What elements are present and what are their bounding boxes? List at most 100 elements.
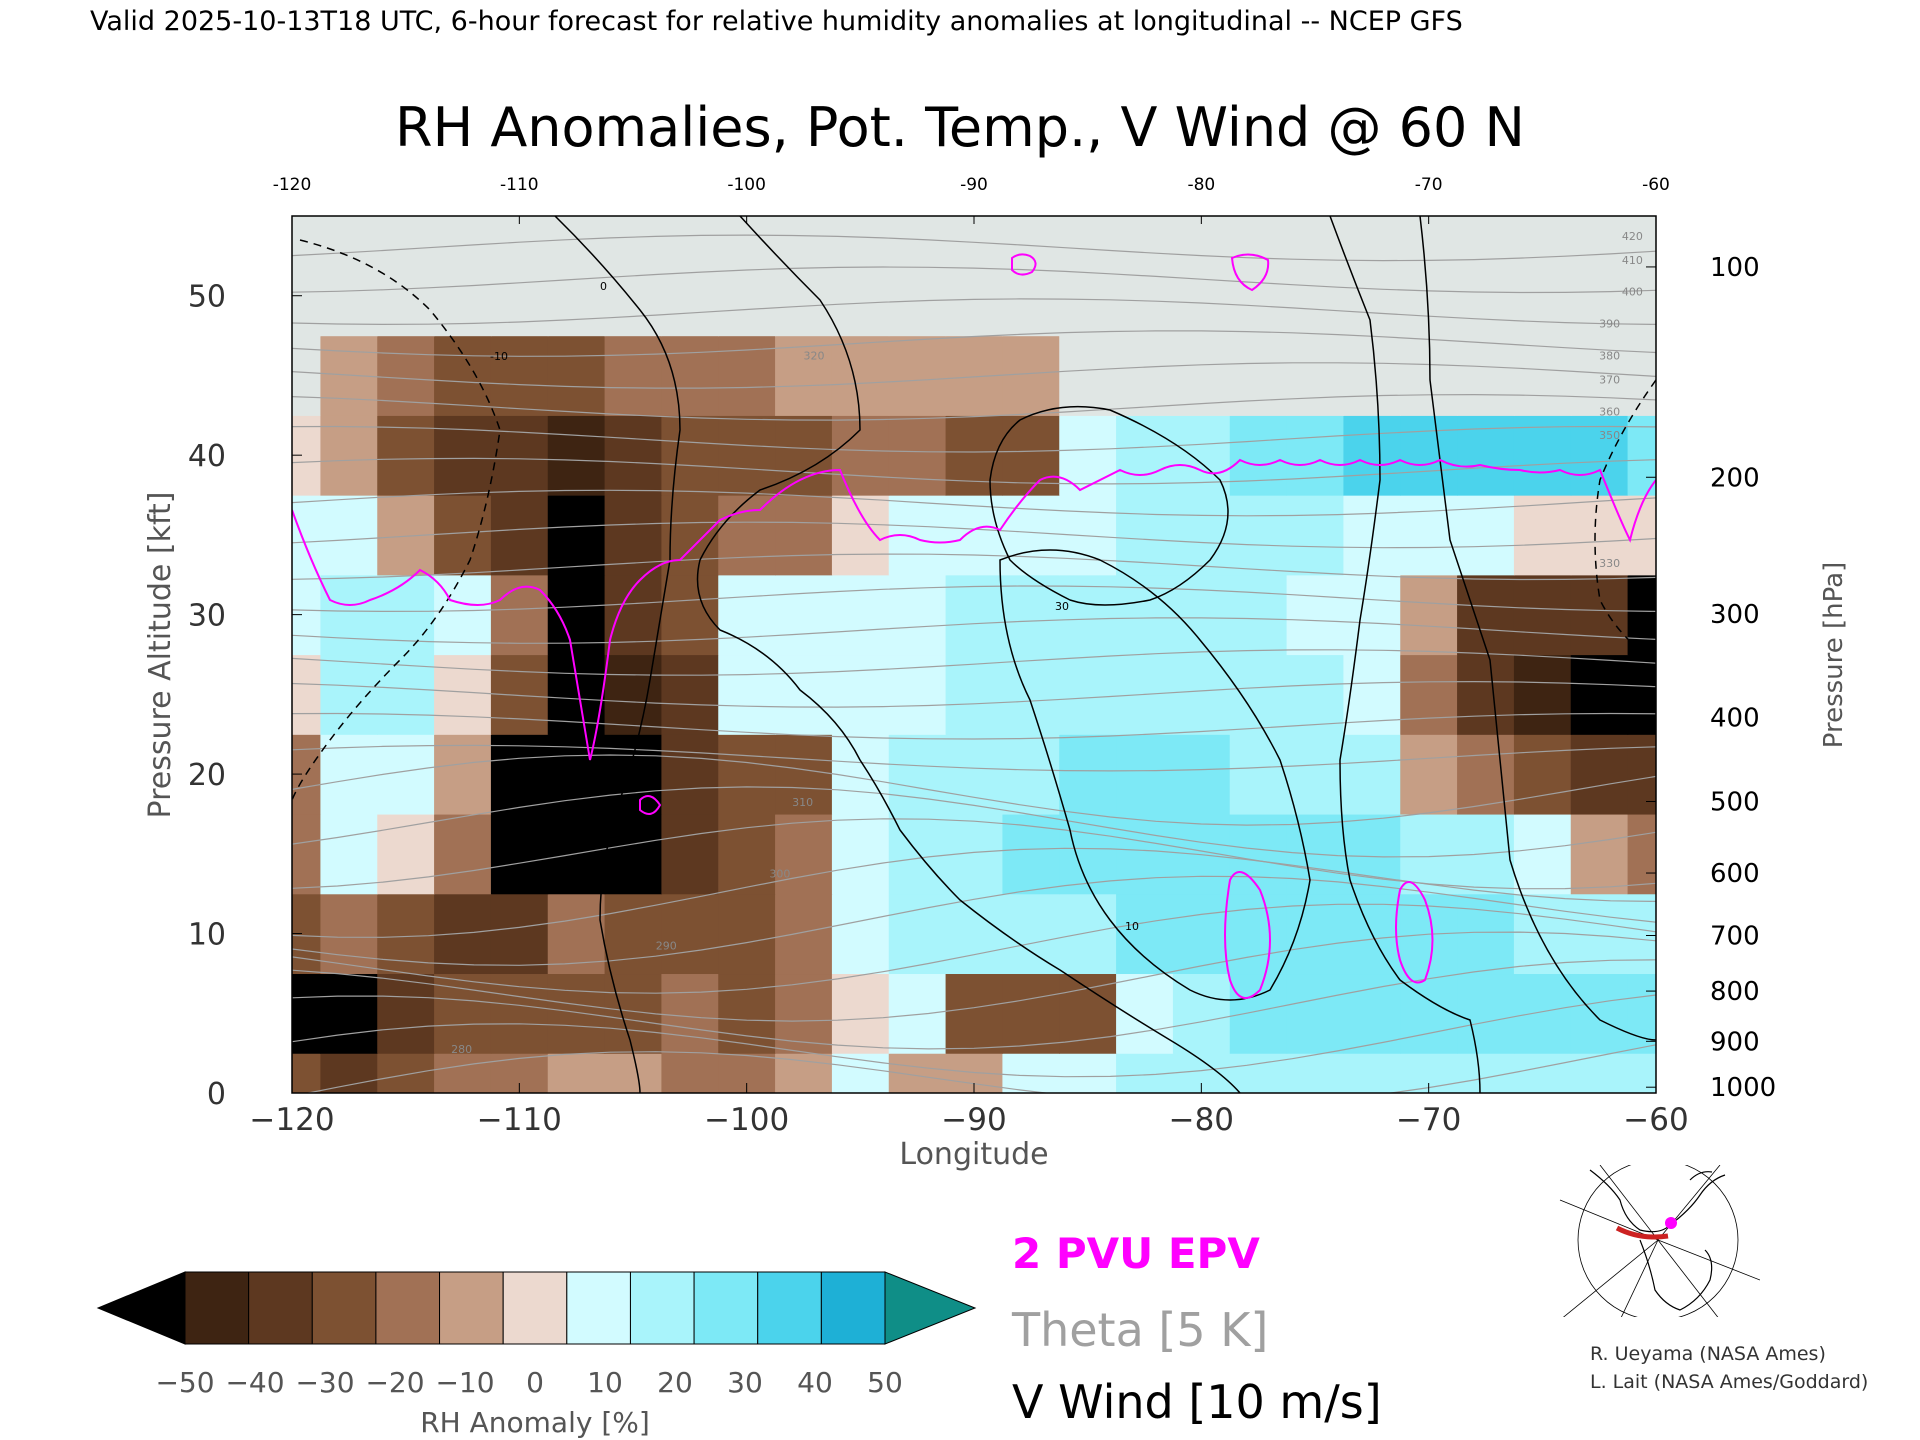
map-graticule-ring-inner <box>1577 1165 1739 1317</box>
heatmap-cell <box>718 654 776 735</box>
heatmap-cell <box>945 574 1004 656</box>
heatmap-cell <box>292 216 322 257</box>
heatmap-cell <box>1116 335 1174 416</box>
heatmap-cell <box>775 574 833 656</box>
y-tick-label: 40 <box>188 439 226 474</box>
wind-contour-negative-east <box>1594 379 1656 661</box>
heatmap-cell <box>888 415 947 496</box>
heatmap-cell <box>1172 973 1231 1054</box>
heatmap-cell <box>1286 415 1345 496</box>
heatmap-cell <box>320 574 378 656</box>
heatmap-cell <box>1343 813 1401 895</box>
heatmap-cell <box>292 973 322 1054</box>
y-tick-label: 10 <box>188 918 226 953</box>
theta-label: 290 <box>656 939 677 952</box>
epv-2pvu-contours <box>292 253 1656 999</box>
heatmap-cell <box>718 335 776 416</box>
x-tick-label: −120 <box>249 1102 334 1138</box>
heatmap-cell <box>1059 973 1117 1054</box>
legend-theta: Theta [5 K] <box>1011 1303 1268 1357</box>
theta-label: 400 <box>1622 286 1643 299</box>
y-tick-label: 20 <box>188 758 226 793</box>
heatmap-cell <box>1229 893 1288 975</box>
epv-contour-tropopause <box>292 458 1656 761</box>
heatmap-cell <box>1457 1053 1515 1093</box>
heatmap-cell <box>547 893 606 975</box>
heatmap-cell <box>1286 216 1345 257</box>
colorbar-tick-label: 30 <box>727 1366 763 1399</box>
x-axis-title: Longitude <box>899 1137 1048 1172</box>
theta-label: 410 <box>1622 254 1643 267</box>
legend-vwind: V Wind [10 m/s] <box>1012 1375 1382 1429</box>
heatmap-cell <box>1002 216 1060 257</box>
heatmap-cell <box>1343 255 1401 337</box>
heatmap-cell <box>1116 734 1174 815</box>
x-axis: −120 −110 −100 −90 −80 −70 −60 <box>249 1083 1689 1138</box>
heatmap-cell <box>1570 495 1629 576</box>
heatmap-cell <box>604 1053 663 1093</box>
heatmap-cell <box>547 495 606 576</box>
heatmap-cell <box>320 654 378 735</box>
heatmap-cell <box>1343 734 1401 815</box>
heatmap-cell <box>831 495 890 576</box>
map-meridian-4 <box>1657 1239 1760 1281</box>
heatmap-cell <box>292 813 322 895</box>
heatmap-cell <box>1172 654 1231 735</box>
heatmap-cell <box>1172 255 1231 337</box>
heatmap-cell <box>1570 734 1629 815</box>
colorbar-tick-label: 20 <box>657 1366 693 1399</box>
theta-isentrope <box>292 553 1656 581</box>
heatmap-cell <box>1513 255 1572 337</box>
heatmap-cell <box>888 973 947 1054</box>
theta-isentrope <box>292 903 1656 994</box>
legend: 2 PVU EPV Theta [5 K] V Wind [10 m/s] <box>1011 1229 1382 1429</box>
wind-label-10: 10 <box>1125 920 1139 933</box>
map-section-line <box>1615 1225 1669 1240</box>
y-tick-label: 0 <box>207 1077 226 1112</box>
heatmap-cell <box>1116 893 1174 975</box>
colorbar-label: RH Anomaly [%] <box>420 1406 650 1439</box>
heatmap-cell <box>1002 495 1060 576</box>
rh-anomaly-heatmap <box>292 216 1656 1093</box>
wind-contour-zero-fareast <box>1419 216 1656 1041</box>
heatmap-cell <box>377 813 435 895</box>
x-top-tick-label: -70 <box>1415 175 1443 195</box>
heatmap-cell <box>1286 255 1345 337</box>
heatmap-cell <box>775 495 833 576</box>
heatmap-cell <box>888 255 947 337</box>
heatmap-cell <box>1002 574 1060 656</box>
theta-isentrope <box>292 362 1656 389</box>
heatmap-cell <box>320 415 378 496</box>
pressure-tick-label: 200 <box>1710 463 1760 493</box>
heatmap-cell <box>377 574 435 656</box>
pressure-tick-label: 400 <box>1710 703 1760 733</box>
heatmap-cell <box>1229 335 1288 416</box>
heatmap-cell <box>775 415 833 496</box>
heatmap-cell <box>1116 813 1174 895</box>
theta-label: 320 <box>804 350 825 363</box>
heatmap-cell <box>661 813 719 895</box>
heatmap-cell <box>490 255 549 337</box>
heatmap-cell <box>1513 813 1572 895</box>
heatmap-cell <box>1059 335 1117 416</box>
heatmap-cell <box>547 1053 606 1093</box>
theta-label: 280 <box>451 1043 472 1056</box>
theta-isentrope <box>292 649 1656 676</box>
y-axis-pressure: 1000 900 800 700 600 500 400 300 200 100 <box>1646 253 1776 1103</box>
heatmap-cell <box>1172 495 1231 576</box>
colorbar-segment <box>375 1271 441 1345</box>
heatmap-cell <box>1343 335 1401 416</box>
heatmap-cell <box>604 415 663 496</box>
heatmap-cell <box>1513 495 1572 576</box>
heatmap-cell <box>1400 415 1458 496</box>
heatmap-cell <box>1229 813 1288 895</box>
heatmap-cell <box>1229 495 1288 576</box>
heatmap-cell <box>320 335 378 416</box>
heatmap-cell <box>1229 973 1288 1054</box>
x-top-tick-label: -60 <box>1642 175 1670 195</box>
heatmap-cell <box>1229 734 1288 815</box>
heatmap-cell <box>1457 335 1515 416</box>
heatmap-cell <box>775 734 833 815</box>
valid-time-line: Valid 2025-10-13T18 UTC, 6-hour forecast… <box>90 6 1463 37</box>
wind-label-30: 30 <box>1055 600 1069 613</box>
